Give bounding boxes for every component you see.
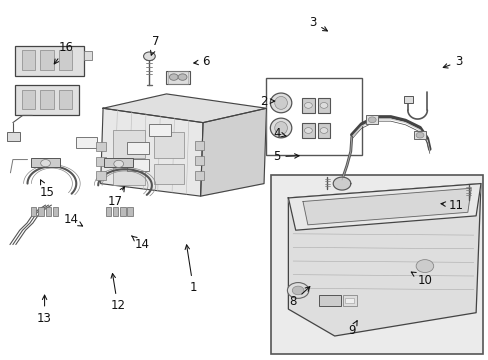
Bar: [120, 207, 125, 216]
Bar: [96, 157, 105, 166]
Text: 17: 17: [107, 187, 124, 208]
Bar: [113, 166, 144, 185]
Polygon shape: [288, 184, 480, 336]
Bar: [127, 142, 149, 154]
Bar: [344, 298, 353, 303]
Bar: [166, 71, 189, 84]
Ellipse shape: [270, 93, 291, 113]
Bar: [113, 130, 144, 158]
Text: 2: 2: [260, 95, 274, 108]
Circle shape: [415, 132, 423, 138]
Bar: [53, 207, 58, 216]
Text: 4: 4: [272, 127, 285, 140]
Bar: [266, 78, 361, 155]
Ellipse shape: [274, 96, 287, 109]
Circle shape: [367, 117, 375, 123]
Text: 13: 13: [37, 295, 52, 325]
Bar: [403, 96, 412, 103]
Text: 14: 14: [131, 236, 149, 251]
Polygon shape: [288, 184, 480, 230]
Bar: [96, 142, 105, 151]
Text: 6: 6: [193, 55, 209, 68]
Polygon shape: [101, 108, 203, 196]
Bar: [194, 156, 203, 165]
Text: 8: 8: [289, 287, 309, 309]
Bar: [413, 131, 425, 139]
Bar: [38, 207, 43, 216]
Bar: [317, 98, 330, 113]
Polygon shape: [333, 177, 350, 190]
Circle shape: [415, 260, 433, 273]
Bar: [167, 71, 188, 84]
Bar: [194, 171, 203, 180]
Bar: [21, 50, 35, 70]
Bar: [40, 50, 54, 70]
Bar: [342, 296, 356, 306]
Circle shape: [304, 128, 312, 134]
Bar: [15, 85, 79, 116]
Bar: [96, 171, 105, 180]
Bar: [104, 158, 133, 167]
Circle shape: [287, 283, 308, 298]
Bar: [366, 116, 377, 124]
Text: 12: 12: [110, 274, 125, 312]
Bar: [302, 98, 314, 113]
Bar: [113, 207, 118, 216]
Bar: [45, 207, 51, 216]
Bar: [31, 207, 36, 216]
Circle shape: [178, 74, 186, 80]
Bar: [127, 207, 133, 216]
Text: 11: 11: [440, 199, 463, 212]
Bar: [40, 90, 54, 109]
Polygon shape: [103, 94, 266, 123]
Bar: [271, 175, 483, 354]
Text: 1: 1: [185, 245, 197, 294]
Bar: [194, 140, 203, 149]
Bar: [149, 125, 171, 136]
Bar: [59, 90, 72, 109]
Bar: [154, 132, 183, 158]
Circle shape: [304, 103, 312, 108]
Circle shape: [143, 52, 155, 60]
Ellipse shape: [270, 118, 291, 138]
Text: 5: 5: [272, 150, 299, 163]
Bar: [6, 132, 20, 140]
Text: 15: 15: [40, 180, 54, 199]
Polygon shape: [200, 108, 266, 196]
Polygon shape: [303, 188, 470, 225]
Text: 10: 10: [410, 272, 431, 287]
Circle shape: [114, 160, 123, 167]
Text: 7: 7: [150, 35, 159, 55]
Bar: [127, 159, 149, 171]
Circle shape: [169, 74, 178, 80]
Bar: [15, 45, 83, 76]
Text: 16: 16: [54, 41, 74, 64]
Bar: [318, 295, 340, 306]
Bar: [302, 123, 314, 138]
Circle shape: [320, 103, 327, 108]
Bar: [154, 164, 183, 184]
Text: 9: 9: [347, 321, 356, 337]
Bar: [59, 50, 72, 70]
Bar: [105, 207, 111, 216]
Text: 14: 14: [64, 213, 82, 226]
Bar: [317, 123, 330, 138]
Circle shape: [292, 286, 304, 295]
Bar: [31, 158, 60, 167]
Circle shape: [41, 159, 50, 167]
Circle shape: [320, 128, 327, 134]
Ellipse shape: [274, 122, 287, 134]
Text: 3: 3: [442, 55, 462, 68]
Bar: [21, 90, 35, 109]
Bar: [76, 137, 97, 148]
Bar: [83, 51, 92, 60]
Text: 3: 3: [308, 16, 327, 31]
